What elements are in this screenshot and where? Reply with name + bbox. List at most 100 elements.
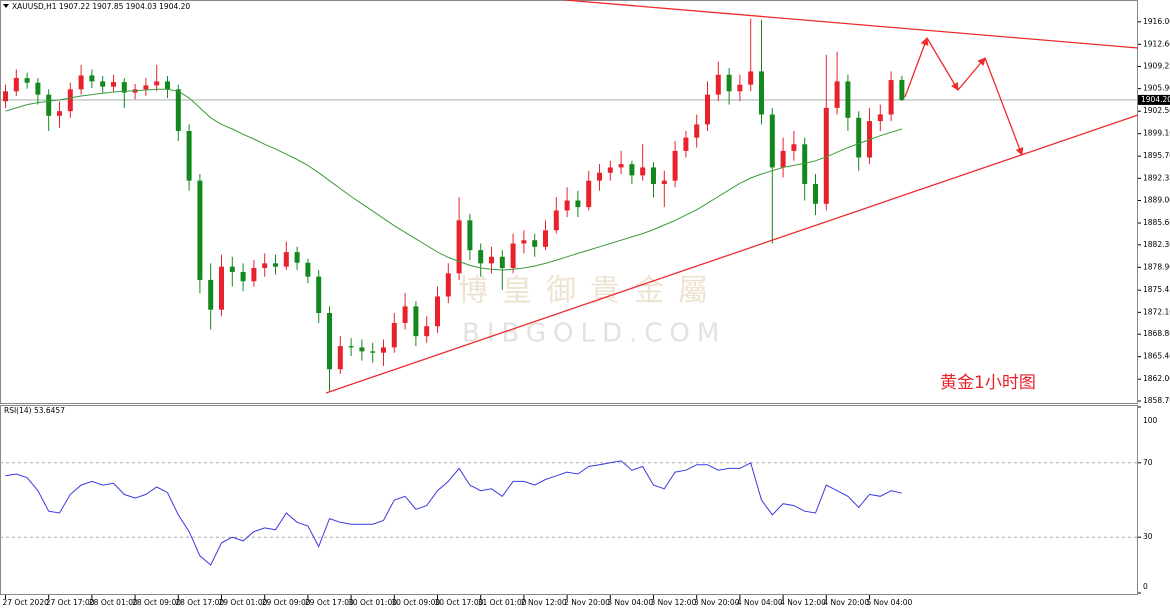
y-tick-label: 1862.00 — [1143, 374, 1170, 383]
candle-body — [521, 240, 527, 244]
y-tick-label: 1912.60 — [1143, 39, 1170, 48]
candle-body — [834, 81, 840, 108]
candle-body — [499, 256, 505, 269]
candle-body — [154, 81, 160, 86]
candle-body — [273, 263, 278, 267]
x-tick-label: 27 Oct 2020 — [3, 598, 50, 607]
candle-body — [57, 111, 62, 116]
candle-body — [759, 71, 764, 115]
y-tick-label: 1882.30 — [1143, 240, 1170, 249]
x-tick-label: 28 Oct 17:00 — [175, 598, 224, 607]
candle-body — [489, 256, 494, 264]
forecast-arrow — [904, 37, 929, 98]
candle-body — [478, 250, 484, 264]
y-tick-label: 1875.45 — [1143, 285, 1170, 294]
y-tick-label: 1899.10 — [1143, 129, 1170, 138]
candle-body — [791, 144, 797, 151]
candle-body — [737, 84, 743, 92]
candle-body — [111, 82, 116, 87]
candle-body — [208, 279, 214, 310]
candle-body — [229, 266, 235, 272]
rsi-tick-label: 30 — [1143, 532, 1153, 541]
rsi-tick-label: 70 — [1143, 458, 1153, 467]
y-tick-label: 1885.60 — [1143, 218, 1170, 227]
watermark-sub: BIBGOLD.COM — [462, 319, 726, 349]
candle-body — [618, 164, 624, 168]
candle-body — [845, 81, 851, 118]
candle-body — [219, 266, 224, 310]
y-tick-label: 1858.70 — [1143, 396, 1170, 405]
current-price-label: 1904.20 — [1141, 95, 1170, 104]
y-tick-label: 1872.10 — [1143, 307, 1170, 316]
candle-body — [672, 150, 678, 181]
x-tick-label: 28 Oct 09:00 — [132, 598, 181, 607]
candle-body — [89, 75, 95, 82]
candle-body — [888, 80, 894, 115]
candle-body — [46, 94, 52, 116]
rsi-panel — [0, 405, 1138, 595]
candle-body — [823, 107, 829, 204]
candle-body — [813, 183, 818, 204]
candle-body — [629, 164, 635, 176]
candle-body — [294, 252, 300, 263]
candle-body — [359, 347, 365, 352]
candle-body — [121, 82, 127, 93]
x-tick-label: 28 Oct 01:00 — [89, 598, 138, 607]
rsi-tick-label: 0 — [1143, 582, 1148, 591]
candle-body — [445, 273, 451, 297]
candle-body — [424, 326, 430, 337]
candle-body — [337, 346, 343, 370]
candle-body — [283, 252, 289, 267]
x-tick-label: 30 Oct 01:00 — [348, 598, 397, 607]
y-tick-label: 1868.80 — [1143, 329, 1170, 338]
forecast-arrow — [984, 57, 1024, 156]
candle-body — [316, 276, 322, 314]
y-tick-label: 1878.90 — [1143, 262, 1170, 271]
candle-body — [899, 79, 905, 100]
candle-body — [348, 346, 354, 348]
rsi-line — [5, 460, 903, 566]
candle-body — [327, 313, 332, 370]
rsi-tick-label: 100 — [1143, 416, 1158, 425]
candle-body — [715, 74, 721, 95]
candle-body — [165, 81, 170, 90]
annotation: 黄金1小时图 — [940, 373, 1036, 393]
candle-body — [564, 200, 570, 211]
header-icon — [3, 4, 9, 8]
x-tick-label: 29 Oct 09:00 — [262, 598, 311, 607]
forecast-arrow — [926, 37, 959, 91]
x-tick-label: 3 Nov 20:00 — [694, 598, 740, 607]
candle-body — [435, 296, 440, 327]
candle-body — [67, 89, 73, 112]
y-tick-label: 1889.00 — [1143, 196, 1170, 205]
candle-body — [694, 124, 700, 138]
x-tick-label: 29 Oct 17:00 — [305, 598, 354, 607]
candle-body — [705, 94, 710, 125]
candle-body — [240, 271, 246, 282]
x-tick-label: 2 Nov 20:00 — [564, 598, 610, 607]
candle-body — [370, 351, 376, 353]
x-tick-label: 2 Nov 12:00 — [521, 598, 567, 607]
x-tick-label: 4 Nov 12:00 — [780, 598, 826, 607]
candle-body — [683, 137, 689, 151]
candle-body — [197, 180, 203, 280]
candle-body — [877, 114, 883, 122]
x-tick-label: 4 Nov 20:00 — [823, 598, 869, 607]
x-tick-label: 4 Nov 04:00 — [737, 598, 783, 607]
candle-body — [143, 85, 149, 90]
candle-body — [543, 230, 548, 247]
candle-body — [726, 74, 732, 92]
candle-body — [456, 220, 462, 274]
chart-header: XAUUSD,H1 1907.22 1907.85 1904.03 1904.2… — [12, 2, 190, 11]
candle-body — [186, 131, 192, 181]
y-tick-label: 1895.70 — [1143, 151, 1170, 160]
candle-body — [532, 240, 538, 247]
watermark: 博皇御貴金屬 — [458, 274, 722, 309]
candle-body — [35, 82, 41, 95]
x-tick-label: 30 Oct 17:00 — [435, 598, 484, 607]
rsi-header: RSI(14) 53.6457 — [4, 406, 65, 415]
candle-body — [553, 210, 559, 231]
candle-body — [607, 167, 613, 173]
